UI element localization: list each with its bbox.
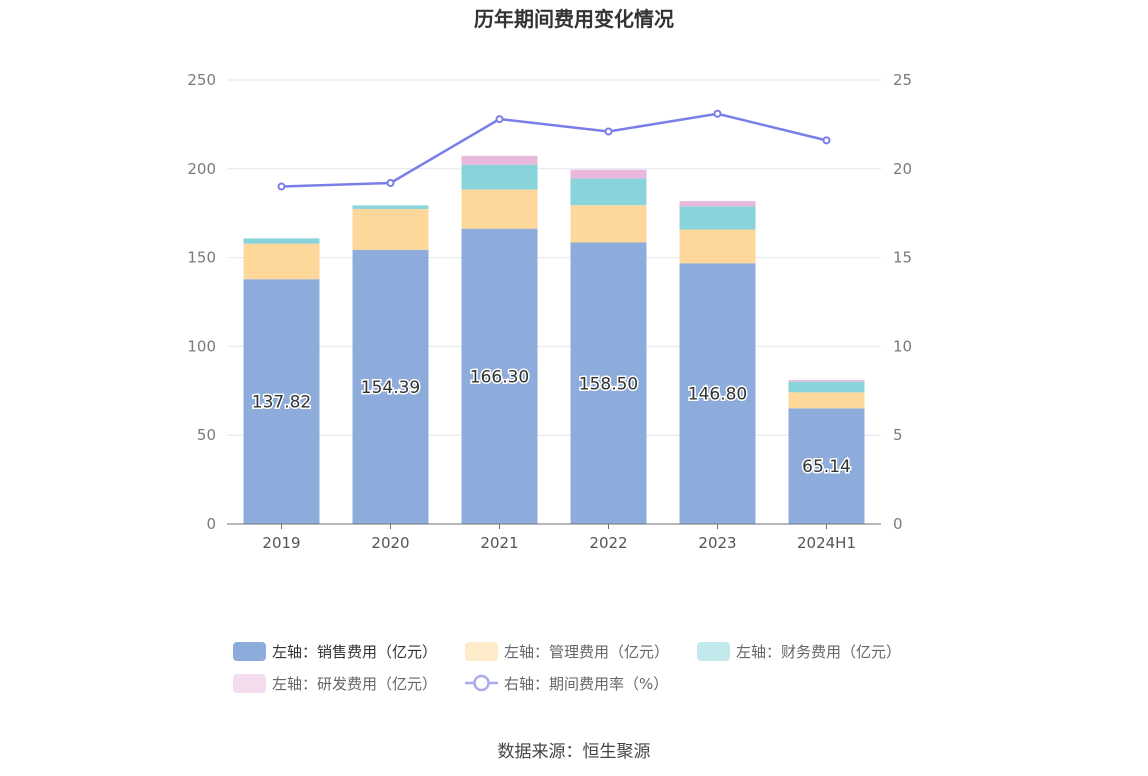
y-left-tick-label: 150 — [187, 249, 216, 267]
bar-value-label: 158.50 — [579, 374, 638, 394]
x-tick-label: 2021 — [480, 534, 518, 552]
y-right-tick-label: 0 — [893, 515, 903, 533]
rate-point — [277, 182, 286, 191]
chart-title: 历年期间费用变化情况 — [474, 7, 674, 31]
bar-segment — [788, 408, 865, 524]
x-tick-label: 2024H1 — [797, 534, 856, 552]
x-tick-label: 2022 — [589, 534, 627, 552]
bar-value-label: 146.80 — [688, 385, 747, 405]
legend-swatch-icon — [465, 642, 498, 661]
rate-point — [604, 127, 613, 136]
legend-item-rd[interactable]: 左轴：研发费用（亿元） — [233, 674, 437, 693]
bar-segment — [461, 155, 538, 165]
legend-item-sales[interactable]: 左轴：销售费用（亿元） — [233, 642, 437, 661]
y-right-tick-label: 25 — [893, 71, 912, 89]
legend-label: 左轴：研发费用（亿元） — [272, 675, 437, 693]
legend-marker-icon — [473, 674, 490, 692]
legend-item-admin[interactable]: 左轴：管理费用（亿元） — [465, 642, 669, 661]
bar-segment — [679, 263, 756, 524]
bar-segment — [352, 208, 429, 250]
bar-segment — [352, 249, 429, 525]
bar-segment — [570, 169, 647, 179]
rate-line-path — [281, 112, 827, 188]
rate-point — [822, 136, 831, 145]
bar-value-label: 166.30 — [470, 367, 529, 387]
bar-value-label: 137.82 — [252, 393, 311, 413]
y-right-tick-label: 20 — [893, 160, 912, 178]
legend[interactable]: 左轴：销售费用（亿元） 左轴：管理费用（亿元） 左轴：财务费用（亿元） 左轴：研发费用… — [233, 642, 901, 693]
bar-segment — [243, 238, 320, 244]
x-tick-label: 2023 — [698, 534, 736, 552]
rate-point — [386, 179, 395, 188]
bar-value-label: 154.39 — [361, 378, 420, 398]
bar-segment — [679, 206, 756, 230]
x-tick-label: 2019 — [262, 534, 300, 552]
bars — [243, 155, 865, 525]
y-axis-left: 0 50 100 150 200 250 — [187, 71, 216, 533]
legend-swatch-icon — [233, 674, 266, 693]
bar-labels: 137.82 154.39 166.30 158.50 146.80 65.14 — [250, 366, 852, 479]
legend-label: 右轴：期间费用率（%） — [504, 675, 668, 693]
bar-segment — [788, 381, 865, 393]
legend-label: 左轴：管理费用（亿元） — [504, 643, 669, 661]
bar-segment — [243, 279, 320, 524]
x-tick-label: 2020 — [371, 534, 409, 552]
y-left-tick-label: 100 — [187, 337, 216, 355]
y-left-tick-label: 0 — [206, 515, 216, 533]
y-right-tick-label: 10 — [893, 337, 912, 355]
rate-point — [495, 115, 504, 124]
bar-segment — [788, 379, 865, 382]
source-note: 数据来源：恒生聚源 — [498, 742, 651, 762]
bar-segment — [570, 242, 647, 524]
bar-segment — [461, 164, 538, 190]
bar-segment — [461, 228, 538, 525]
y-right-tick-label: 15 — [893, 249, 912, 267]
bar-segment — [243, 243, 320, 280]
legend-item-rate[interactable]: 右轴：期间费用率（%） — [465, 674, 668, 693]
bar-segment — [679, 229, 756, 264]
bar-segment — [679, 201, 756, 207]
bar-segment — [461, 189, 538, 229]
bar-segment — [352, 205, 429, 209]
bar-segment — [570, 178, 647, 206]
rate-point — [713, 109, 722, 118]
bar-segment — [788, 392, 865, 409]
grid — [227, 79, 881, 436]
y-left-tick-label: 50 — [197, 426, 216, 444]
rate-line — [277, 109, 831, 191]
legend-label: 左轴：财务费用（亿元） — [736, 643, 901, 661]
legend-item-finance[interactable]: 左轴：财务费用（亿元） — [697, 642, 901, 661]
y-axis-right: 0 5 10 15 20 25 — [893, 71, 912, 533]
y-left-tick-label: 200 — [187, 160, 216, 178]
y-right-tick-label: 5 — [893, 426, 903, 444]
x-axis: 2019 2020 2021 2022 2023 2024H1 — [227, 523, 881, 552]
legend-swatch-icon — [697, 642, 730, 661]
legend-label: 左轴：销售费用（亿元） — [272, 643, 437, 661]
y-left-tick-label: 250 — [187, 71, 216, 89]
legend-swatch-icon — [233, 642, 266, 661]
bar-segment — [570, 205, 647, 243]
bar-value-label: 65.14 — [802, 457, 851, 477]
